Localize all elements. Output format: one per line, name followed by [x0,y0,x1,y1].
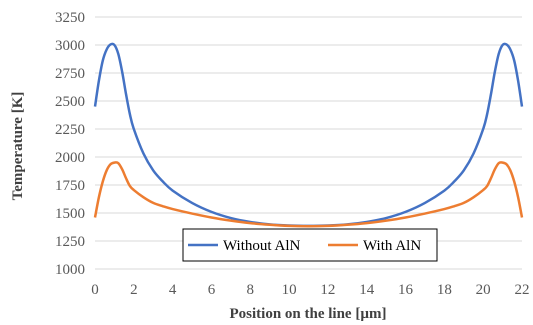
y-tick-label-3000: 3000 [55,38,85,54]
legend-label-with-aln: With AlN [363,238,421,254]
x-tick-label-20: 20 [476,282,491,298]
y-tick-label-2500: 2500 [55,94,85,110]
y-tick-label-1500: 1500 [55,206,85,222]
x-tick-label-18: 18 [437,282,452,298]
y-tick-label-1750: 1750 [55,178,85,194]
y-axis-ticks: 1000 1250 1500 1750 2000 2250 2500 2750 3000 3250 [55,10,85,278]
x-tick-label-6: 6 [208,282,216,298]
x-tick-label-8: 8 [247,282,255,298]
y-tick-label-2750: 2750 [55,66,85,82]
x-tick-label-0: 0 [91,282,99,298]
x-tick-label-10: 10 [282,282,297,298]
x-axis-ticks: 0 2 4 6 8 10 12 14 16 18 20 22 [91,282,529,298]
series-line-without-aln [93,42,524,228]
y-tick-label-1250: 1250 [55,234,85,250]
series-line-with-aln [93,161,524,228]
x-tick-label-22: 22 [515,282,530,298]
y-tick-label-1000: 1000 [55,262,85,278]
x-tick-label-12: 12 [320,282,335,298]
y-tick-label-2250: 2250 [55,122,85,138]
series-lines [93,42,524,228]
x-tick-label-14: 14 [359,282,375,298]
y-tick-label-3250: 3250 [55,10,85,26]
x-tick-label-2: 2 [130,282,138,298]
legend-box [182,228,438,262]
y-axis-label: Temperature [K] [10,92,26,201]
x-axis-label: Position on the line [µm] [230,306,387,322]
x-tick-label-4: 4 [169,282,177,298]
x-tick-label-16: 16 [398,282,414,298]
legend-label-without-aln: Without AlN [223,238,300,254]
y-tick-label-2000: 2000 [55,150,85,166]
legend: Without AlN With AlN [182,228,438,262]
